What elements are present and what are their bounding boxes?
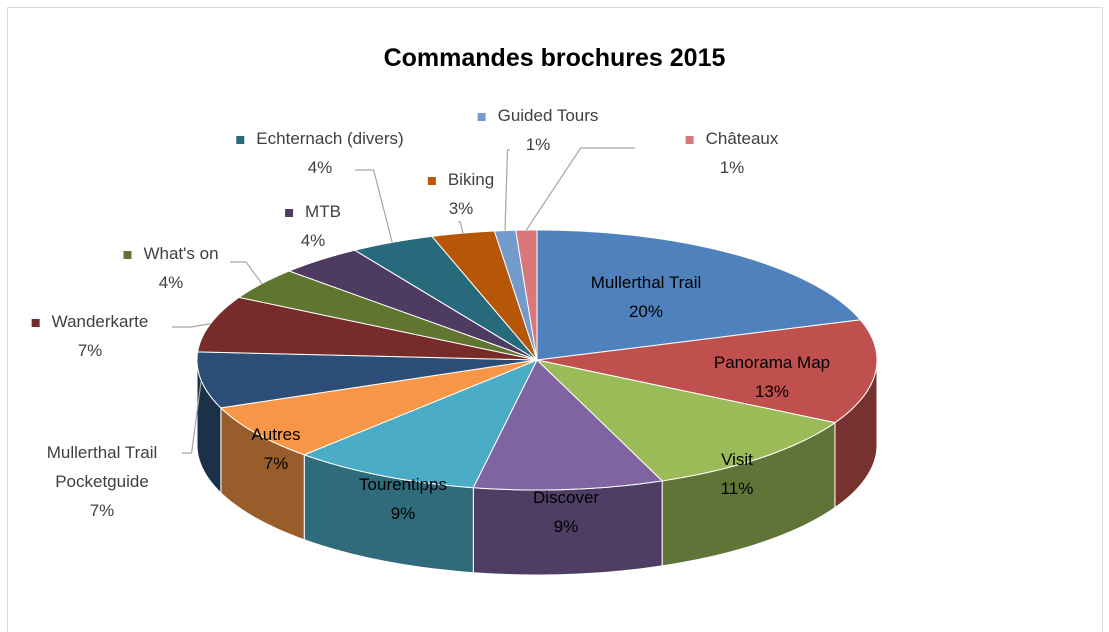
pie-slice	[302, 359, 539, 489]
leader-line	[182, 380, 202, 454]
pie-slice	[535, 359, 837, 482]
pie-slice	[536, 319, 878, 424]
label-name-line: Guided Tours	[477, 101, 599, 130]
label-value: 13%	[754, 382, 790, 401]
leader-line	[458, 221, 464, 234]
leader-line	[172, 323, 211, 328]
slice-label: Discover 9%	[533, 483, 599, 541]
slice-label: Tourentipps 9%	[359, 470, 447, 528]
label-name-line: Visit	[721, 445, 754, 474]
pie-slice	[515, 229, 538, 361]
leader-line	[525, 147, 635, 231]
label-name-line: Mullerthal Trail Pocketguide	[22, 438, 182, 496]
label-value: 3%	[448, 199, 474, 218]
label-name-line: Châteaux	[685, 124, 779, 153]
callout-label: Guided Tours 1%	[477, 101, 599, 159]
label-value: 7%	[89, 501, 115, 520]
callout-label: MTB 4%	[285, 197, 341, 255]
label-name-line: Biking	[427, 165, 495, 194]
label-name: Mullerthal Trail	[590, 273, 702, 292]
label-name-line: Mullerthal Trail	[591, 268, 702, 297]
label-value: 20%	[628, 302, 664, 321]
label-name: What's on	[143, 244, 219, 263]
slice-label: Autres 7%	[251, 420, 300, 478]
label-name: Mullerthal Trail Pocketguide	[46, 443, 158, 491]
label-name: Biking	[447, 170, 495, 189]
legend-key	[285, 208, 294, 217]
label-name-line: Echternach (divers)	[236, 124, 404, 153]
callout-label: Châteaux 1%	[685, 124, 779, 182]
chart-border	[7, 7, 1103, 632]
slice-label: Panorama Map 13%	[714, 348, 830, 406]
label-name-line: Panorama Map	[714, 348, 830, 377]
slice-label: Mullerthal Trail 20%	[591, 268, 702, 326]
label-value: 4%	[307, 158, 333, 177]
label-name-line: Discover	[533, 483, 599, 512]
label-name: MTB	[305, 202, 341, 221]
pie-slice	[287, 249, 538, 361]
label-name-line: Wanderkarte	[31, 307, 149, 336]
chart-title: Commandes brochures 2015	[383, 44, 726, 72]
pie-slice	[472, 359, 664, 491]
pie-slice	[493, 229, 538, 361]
label-value: 9%	[390, 504, 416, 523]
leader-line	[230, 261, 263, 284]
legend-key	[477, 112, 486, 121]
label-name: Tourentipps	[359, 475, 447, 494]
label-value: 9%	[553, 517, 579, 536]
legend-key	[123, 250, 132, 259]
legend-key	[427, 176, 436, 185]
leader-line	[504, 149, 510, 231]
label-name-line: Autres	[251, 420, 300, 449]
slice-label: Visit 11%	[721, 445, 754, 503]
pie-slice	[196, 351, 538, 409]
pie-slice	[430, 230, 538, 361]
leader-line	[355, 169, 393, 243]
label-name: Autres	[251, 425, 301, 444]
callout-label: What's on 4%	[123, 239, 219, 297]
label-value: 7%	[263, 454, 289, 473]
label-value: 1%	[525, 135, 551, 154]
label-name-line: What's on	[123, 239, 219, 268]
label-value: 7%	[77, 341, 103, 360]
callout-label: Wanderkarte 7%	[31, 307, 149, 365]
callout-label: Echternach (divers) 4%	[236, 124, 404, 182]
label-value: 4%	[158, 273, 184, 292]
pie-slice	[219, 359, 538, 456]
label-name-line: Tourentipps	[359, 470, 447, 499]
callout-label: Biking 3%	[427, 165, 495, 223]
label-name: Discover	[532, 488, 600, 507]
legend-key	[31, 318, 40, 327]
label-value: 4%	[300, 231, 326, 250]
label-name: Echternach (divers)	[256, 129, 404, 148]
label-name: Guided Tours	[497, 106, 599, 125]
legend-key	[685, 135, 694, 144]
pie-slice	[536, 229, 862, 361]
legend-key	[236, 135, 245, 144]
label-name-line: MTB	[285, 197, 341, 226]
label-name: Visit	[721, 450, 753, 469]
callout-label: Mullerthal Trail Pocketguide 7%	[22, 438, 182, 525]
label-value: 1%	[719, 158, 745, 177]
label-value: 11%	[720, 479, 754, 498]
label-name: Panorama Map	[713, 353, 831, 372]
label-name: Wanderkarte	[51, 312, 149, 331]
label-name: Châteaux	[705, 129, 779, 148]
